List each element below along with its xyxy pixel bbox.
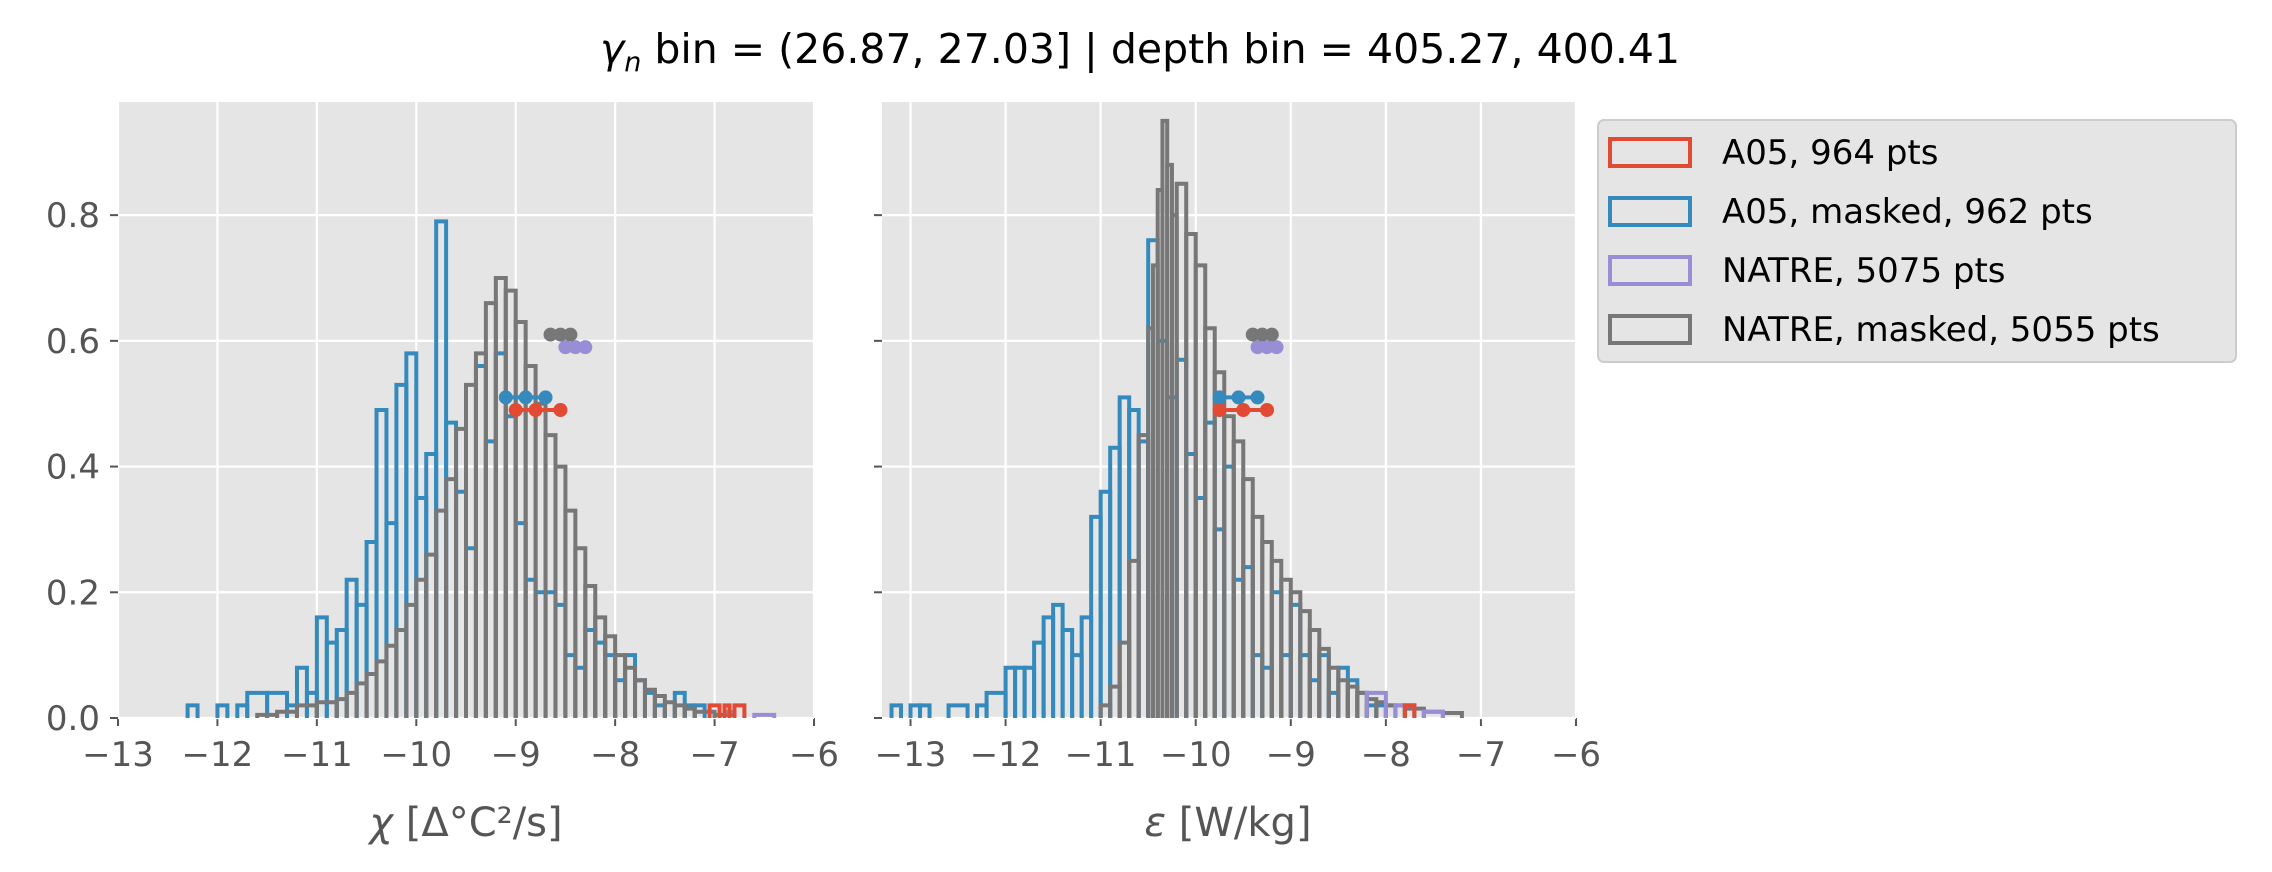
legend-frame (1597, 119, 2237, 363)
eps-percentile-point (1212, 403, 1227, 417)
legend-label: A05, 964 pts (1722, 133, 1938, 173)
chi-histogram-bin (707, 703, 722, 718)
legend-swatch (1608, 196, 1692, 227)
chi-x-tick-label: −11 (281, 735, 353, 775)
chi-percentile-point (528, 403, 543, 417)
eps-histogram-bin (1364, 690, 1388, 718)
eps-x-tick-label: −7 (1456, 735, 1506, 775)
eps-percentile-markers (1250, 340, 1284, 355)
chi-x-axis-label: χ [Δ°C²/s] (367, 800, 562, 846)
eps-histogram-bin (1421, 709, 1445, 718)
chi-unit: [Δ°C²/s] (393, 800, 563, 846)
chi-percentile-point (563, 327, 578, 342)
eps-x-tick-label: −8 (1361, 735, 1411, 775)
chi-percentile-markers (508, 403, 568, 417)
legend-label: NATRE, masked, 5055 pts (1722, 310, 2160, 350)
eps-percentile-point (1212, 390, 1227, 405)
eps-percentile-markers (1245, 327, 1279, 342)
legend-swatch (1608, 137, 1692, 168)
eps-x-tick-label: −11 (1065, 735, 1137, 775)
legend: A05, 964 pts A05, masked, 962 pts NATRE, 5… (1597, 119, 2237, 363)
legend-label: A05, masked, 962 pts (1722, 192, 2093, 232)
chi-percentile-point (553, 403, 568, 417)
eps-percentile-markers (1212, 390, 1265, 405)
eps-percentile-point (1260, 403, 1275, 417)
chi-percentile-point (538, 390, 553, 405)
legend-swatch (1608, 314, 1692, 345)
legend-swatch (1608, 255, 1692, 286)
chi-histogram-bin (732, 703, 747, 718)
eps-histogram-series (1402, 703, 1417, 718)
eps-percentile-point (1269, 340, 1284, 355)
chi-histogram-bin (185, 703, 200, 718)
chi-x-tick-label: −6 (789, 735, 839, 775)
chi-x-tick-label: −8 (590, 735, 640, 775)
chi-percentile-point (508, 403, 523, 417)
chi-percentile-markers (558, 340, 593, 355)
chi-histogram-bin (215, 703, 230, 718)
chi-percentile-point (543, 327, 558, 342)
epsilon-x-axis-label: ε [W/kg] (1144, 800, 1311, 846)
chi-histogram-bin (752, 712, 777, 718)
suptitle-gamma-subscript: n (624, 47, 641, 78)
chi-histogram-series (707, 703, 747, 718)
chi-histogram-bin (722, 703, 732, 718)
eps-x-tick-label: −13 (875, 735, 947, 775)
epsilon-symbol: ε (1144, 800, 1166, 846)
chi-percentile-point (568, 340, 583, 355)
legend-label: NATRE, 5075 pts (1722, 251, 2006, 291)
chi-x-tick-label: −12 (182, 735, 254, 775)
eps-percentile-point (1236, 403, 1251, 417)
chi-percentile-point (498, 390, 513, 405)
epsilon-histogram-panel: −13 −12 −11 −10 −9 −8 −7 −6 (874, 102, 1601, 775)
chi-percentile-point (558, 340, 573, 355)
suptitle-text: bin = (26.87, 27.03] | depth bin = 405.2… (641, 25, 1680, 73)
chi-percentile-markers (498, 390, 553, 405)
chi-percentile-point (553, 327, 568, 342)
chi-percentile-point (518, 390, 533, 405)
epsilon-unit: [W/kg] (1166, 800, 1312, 846)
eps-x-tick-label: −10 (1160, 735, 1232, 775)
eps-percentile-point (1250, 390, 1265, 405)
suptitle-gamma-symbol: γ (600, 25, 627, 73)
chi-y-tick-label: 0.2 (46, 573, 100, 613)
chi-y-tick-label: 0.8 (46, 196, 100, 236)
eps-x-tick-label: −6 (1551, 735, 1601, 775)
chi-histogram-series (255, 276, 737, 718)
chi-histogram-panel: −13 −12 −11 −10 −9 −8 −7 −6 0.0 0.2 0.4 0.6 0.8 (46, 102, 839, 775)
eps-histogram-series (1098, 118, 1464, 718)
eps-histogram-bin (918, 703, 932, 718)
chi-y-tick-label: 0.0 (46, 699, 100, 739)
eps-x-tick-label: −9 (1266, 735, 1316, 775)
chi-x-tick-label: −10 (380, 735, 452, 775)
chi-x-tick-label: −7 (690, 735, 740, 775)
eps-percentile-point (1264, 327, 1279, 342)
eps-percentile-markers (1212, 403, 1275, 417)
chi-y-tick-label: 0.6 (46, 322, 100, 362)
eps-percentile-point (1231, 390, 1246, 405)
figure-suptitle: γn bin = (26.87, 27.03] | depth bin = 40… (600, 25, 1680, 78)
eps-histogram-bin (1402, 703, 1417, 718)
chi-x-tick-label: −9 (491, 735, 541, 775)
chi-percentile-markers (543, 327, 578, 342)
chi-symbol: χ (367, 800, 394, 846)
eps-histogram-bin (946, 703, 970, 718)
eps-histogram-bin (889, 703, 904, 718)
chi-x-tick-label: −13 (82, 735, 154, 775)
chi-y-tick-label: 0.4 (46, 448, 100, 488)
eps-x-tick-label: −12 (970, 735, 1042, 775)
chi-percentile-point (578, 340, 593, 355)
